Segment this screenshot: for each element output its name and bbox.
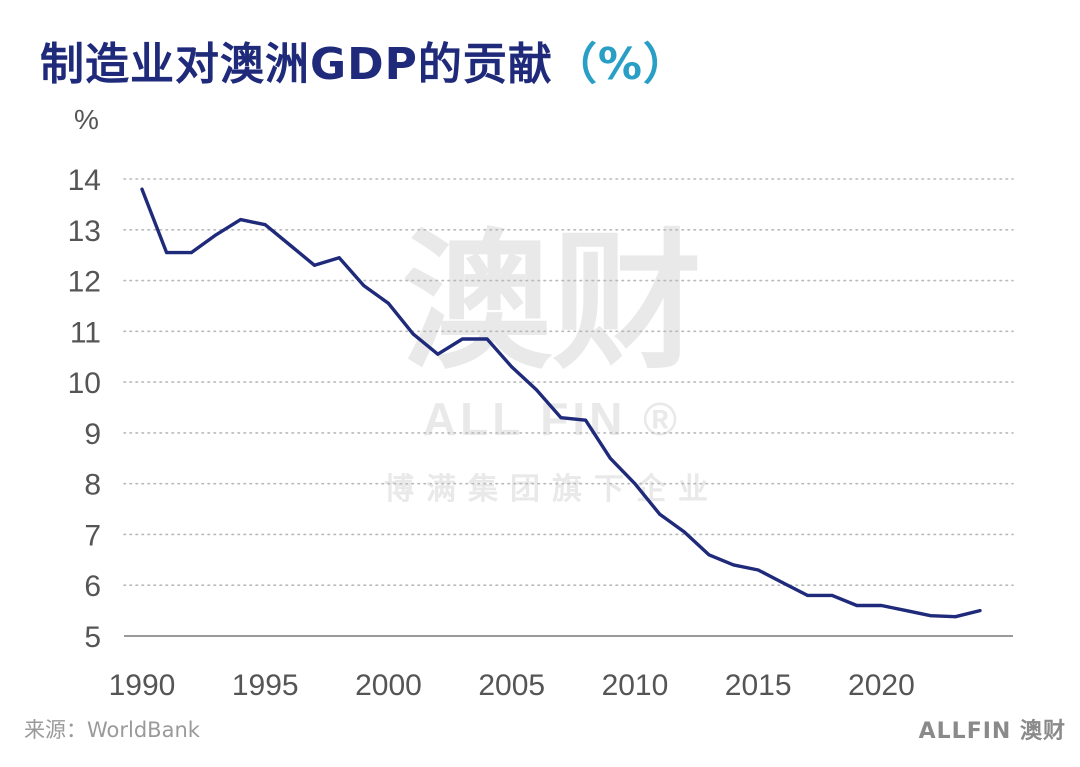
x-tick-label-2000: 2000: [355, 669, 422, 702]
data-point-1998: [337, 256, 341, 260]
data-point-2008: [584, 418, 588, 422]
y-axis-label: %: [74, 104, 99, 135]
data-point-2020: [879, 604, 883, 608]
source-note: 来源：WorldBank: [24, 718, 200, 742]
data-point-2000: [386, 301, 390, 305]
data-point-1992: [189, 251, 193, 255]
data-point-2023: [953, 615, 957, 619]
y-tick-label-12: 12: [68, 266, 101, 299]
x-tick-label-2020: 2020: [848, 669, 915, 702]
data-point-1990: [140, 187, 144, 191]
y-tick-label-13: 13: [68, 215, 101, 248]
series-manufacturing-share: [140, 187, 982, 619]
y-tick-label-7: 7: [84, 519, 101, 552]
y-tick-label-6: 6: [84, 570, 101, 603]
y-tick-label-8: 8: [84, 469, 101, 502]
data-point-2007: [559, 416, 563, 420]
data-point-2019: [855, 604, 859, 608]
data-point-2002: [436, 352, 440, 356]
y-tick-label-9: 9: [84, 418, 101, 451]
x-tick-label-1995: 1995: [232, 669, 299, 702]
data-point-2022: [929, 614, 933, 618]
chart-title-main: 制造业对澳洲GDP的贡献: [40, 39, 553, 90]
chart-title: 制造业对澳洲GDP的贡献（%）: [40, 28, 688, 92]
data-point-1993: [214, 233, 218, 237]
x-tick-label-2015: 2015: [725, 669, 792, 702]
data-point-2017: [805, 593, 809, 597]
data-point-1994: [239, 218, 243, 222]
data-point-2024: [978, 609, 982, 613]
data-point-2021: [904, 609, 908, 613]
data-point-2016: [781, 581, 785, 585]
data-point-2012: [682, 530, 686, 534]
y-tick-label-11: 11: [70, 316, 101, 349]
data-point-2013: [707, 553, 711, 557]
data-point-2014: [732, 563, 736, 567]
data-point-2010: [633, 482, 637, 486]
data-point-2009: [608, 456, 612, 460]
data-point-2005: [510, 365, 514, 369]
y-tick-label-14: 14: [68, 164, 101, 197]
brand-logo: ALLFIN 澳财: [918, 719, 1066, 744]
data-point-1996: [288, 243, 292, 247]
chart-title-unit: （%）: [552, 39, 688, 90]
x-tick-label-2005: 2005: [478, 669, 545, 702]
data-point-2004: [485, 337, 489, 341]
data-point-2011: [658, 512, 662, 516]
gridlines: [123, 178, 1014, 587]
data-point-2001: [411, 332, 415, 336]
x-tick-label-1990: 1990: [109, 669, 176, 702]
data-point-1995: [263, 223, 267, 227]
data-point-2018: [830, 593, 834, 597]
data-point-2003: [460, 337, 464, 341]
series-line: [140, 187, 982, 619]
y-tick-labels: 5 6 7 8 9 10 11 12 13 14: [68, 164, 101, 654]
y-tick-label-5: 5: [84, 621, 101, 654]
data-point-1997: [313, 263, 317, 267]
data-point-1999: [362, 284, 366, 288]
x-tick-label-2010: 2010: [602, 669, 669, 702]
data-point-2006: [534, 388, 538, 392]
x-tick-labels: 1990 1995 2000 2005 2010 2015 2020: [109, 669, 915, 702]
y-tick-label-10: 10: [68, 367, 101, 400]
data-point-1991: [165, 251, 169, 255]
data-point-2015: [756, 568, 760, 572]
